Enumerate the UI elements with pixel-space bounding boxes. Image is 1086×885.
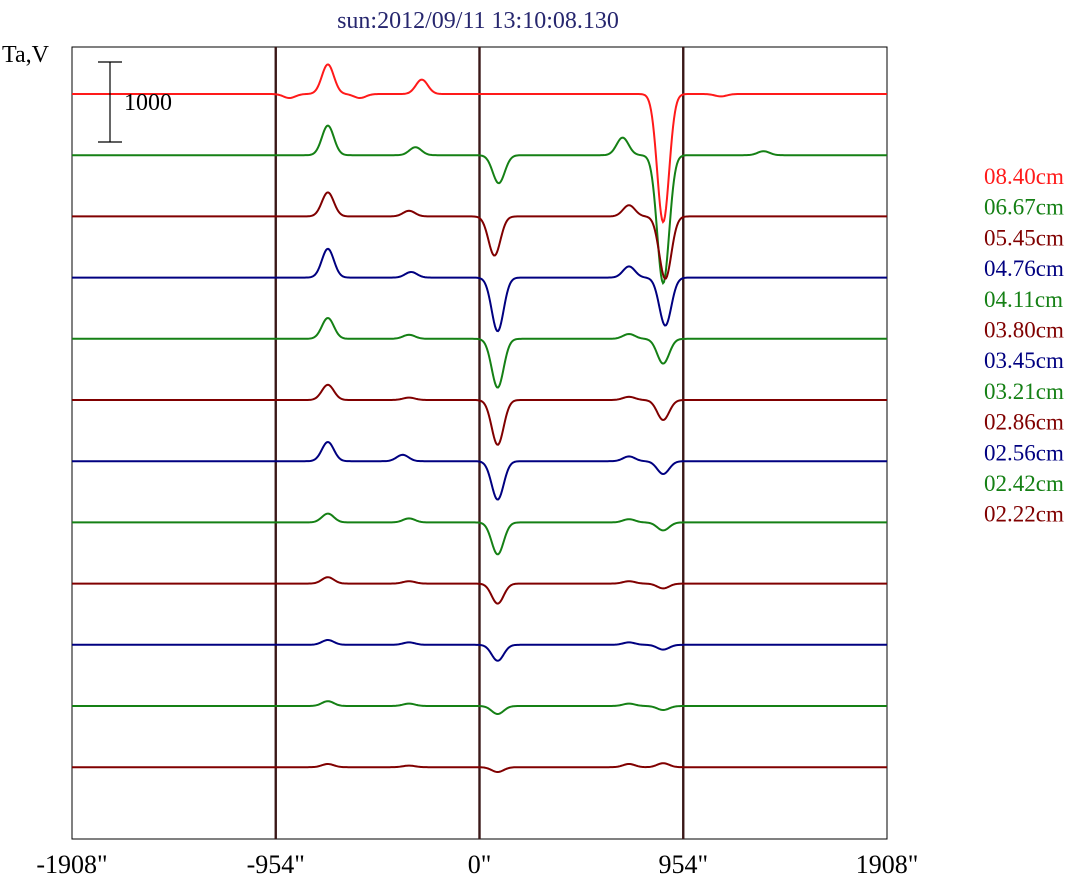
x-tick-label-0: -1908" [36, 850, 107, 879]
x-tick-label-3: 954" [658, 850, 708, 879]
series-line-03-80cm [72, 383, 887, 446]
legend-item-04-76cm: 04.76cm [984, 256, 1064, 281]
x-tick-label-2: 0" [468, 850, 492, 879]
series-line-05-45cm [72, 191, 887, 280]
series-line-03-45cm [72, 440, 887, 501]
series-line-08-40cm [72, 63, 887, 224]
x-tick-label-1: -954" [247, 850, 305, 879]
legend-item-03-21cm: 03.21cm [984, 379, 1064, 404]
y-axis-label: Ta,V [2, 42, 50, 68]
series-line-04-11cm [72, 316, 887, 389]
series-traces [72, 63, 887, 773]
scale-bar: 1000 [98, 61, 172, 143]
legend-item-03-45cm: 03.45cm [984, 348, 1064, 373]
series-line-03-21cm [72, 512, 887, 556]
series-line-02-42cm [72, 700, 887, 715]
legend-item-05-45cm: 05.45cm [984, 225, 1064, 250]
legend: 08.40cm 06.67cm 05.45cm 04.76cm 04.11cm 03.80… [984, 164, 1064, 527]
legend-item-06-67cm: 06.67cm [984, 195, 1064, 220]
legend-item-02-56cm: 02.56cm [984, 440, 1064, 465]
series-line-06-67cm [72, 124, 887, 286]
scale-bar-label: 1000 [124, 90, 172, 116]
series-line-02-56cm [72, 638, 887, 662]
legend-item-03-80cm: 03.80cm [984, 318, 1064, 343]
legend-item-02-42cm: 02.42cm [984, 471, 1064, 496]
x-tick-label-4: 1908" [856, 850, 919, 879]
legend-item-02-86cm: 02.86cm [984, 410, 1064, 435]
legend-item-02-22cm: 02.22cm [984, 502, 1064, 527]
legend-item-04-11cm: 04.11cm [984, 287, 1063, 312]
series-line-02-22cm [72, 762, 887, 773]
x-tick-labels: -1908" -954" 0" 954" 1908" [36, 850, 918, 879]
series-line-02-86cm [72, 576, 887, 605]
chart-title: sun:2012/09/11 13:10:08.130 [337, 8, 619, 34]
series-line-04-76cm [72, 247, 887, 333]
legend-item-08-40cm: 08.40cm [984, 164, 1064, 189]
